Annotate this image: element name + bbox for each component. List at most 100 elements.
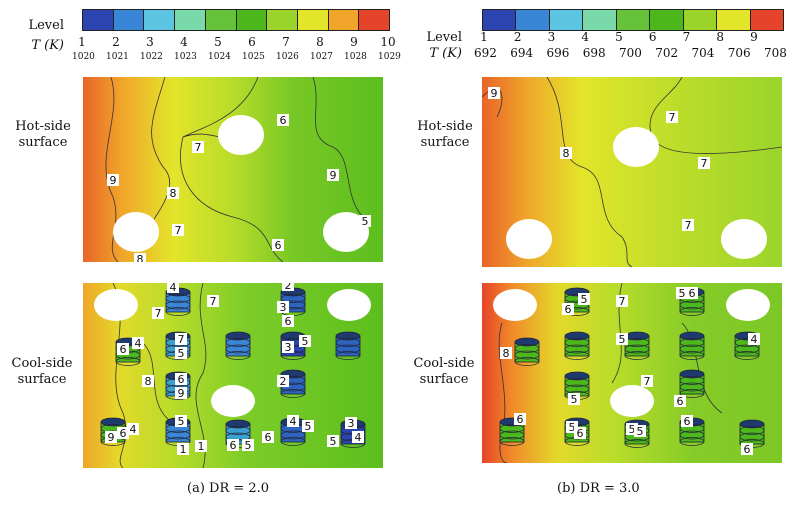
contour-level-tag: 6: [117, 343, 129, 356]
right-colorbar-swatch-7: [683, 10, 718, 30]
svg-text:4: 4: [135, 337, 142, 350]
contour-level-tag: 3: [277, 301, 289, 314]
cooling-cylinder: [514, 337, 540, 366]
contour-level-tag: 8: [134, 253, 146, 262]
svg-text:5: 5: [571, 393, 578, 406]
contour-level-tag: 4: [287, 415, 299, 428]
left-temp-tick: 1028: [344, 52, 367, 62]
svg-text:8: 8: [170, 187, 177, 200]
right-temp-tick: 704: [691, 46, 715, 60]
svg-text:3: 3: [285, 341, 292, 354]
right-colorbar-swatch-5: [616, 10, 651, 30]
svg-text:7: 7: [669, 111, 676, 124]
right-cool-hole-1: [493, 289, 537, 321]
contour-level-tag: 7: [641, 375, 653, 388]
contour-level-tag: 6: [282, 315, 294, 328]
left-temp-ticks: 1020 1021 1022 1023 1024 1025 1026 1027 1028 1029: [72, 51, 401, 64]
contour-level-tag: 5: [616, 333, 628, 346]
right-colorbar-swatch-8: [717, 10, 751, 30]
contour-level-tag: 7: [207, 295, 219, 308]
svg-text:6: 6: [275, 239, 282, 252]
right-temp-tick: 708: [764, 46, 787, 60]
right-level-tick: 5: [615, 30, 623, 44]
svg-text:9: 9: [108, 431, 115, 444]
svg-text:5: 5: [178, 415, 185, 428]
svg-text:5: 5: [178, 347, 185, 360]
contour-level-tag: 4: [167, 283, 179, 294]
svg-text:7: 7: [701, 157, 708, 170]
left-colorbar-swatch-8: [297, 10, 329, 30]
contour-level-tag: 4: [748, 333, 760, 346]
right-temp-ticks: 692 694 696 698 700 702 704 706 708: [474, 46, 787, 60]
left-colorbar-swatch-5: [205, 10, 237, 30]
svg-text:1: 1: [198, 440, 205, 453]
left-temp-tick: 1026: [276, 52, 299, 62]
left-temp-tick: 1029: [378, 52, 401, 62]
contour-level-tag: 5: [327, 435, 339, 448]
contour-level-tag: 2: [282, 283, 294, 292]
svg-text:6: 6: [517, 413, 524, 426]
svg-text:5: 5: [302, 335, 309, 348]
svg-text:6: 6: [744, 443, 751, 456]
left-hot-side-contour: 6 7 9 8 7 9 5 6 8: [83, 77, 383, 262]
svg-text:2: 2: [280, 375, 287, 388]
contour-level-tag: 8: [142, 375, 154, 388]
svg-text:9: 9: [178, 387, 185, 400]
right-cool-hole-2: [726, 289, 770, 321]
svg-text:6: 6: [577, 427, 584, 440]
left-caption: (a) DR = 2.0: [187, 481, 270, 496]
svg-text:6: 6: [565, 303, 572, 316]
svg-text:5: 5: [362, 215, 369, 228]
left-level-tick: 1: [78, 35, 86, 49]
contour-level-tag: 7: [172, 224, 184, 237]
svg-text:7: 7: [644, 375, 651, 388]
right-colorbar-swatch-6: [650, 10, 684, 30]
right-hot-hole-3: [721, 219, 767, 259]
right-colorbar: [482, 9, 784, 31]
contour-level-tag: 7: [616, 295, 628, 308]
left-level-tick: 2: [112, 35, 120, 49]
svg-text:4: 4: [290, 415, 297, 428]
left-level-ticks: 1 2 3 4 5 6 7 8 9 10: [72, 36, 398, 49]
contour-level-tag: 4: [127, 423, 139, 436]
svg-text:4: 4: [751, 333, 758, 346]
contour-level-tag: 8: [167, 187, 179, 200]
contour-level-tag: 4: [132, 337, 144, 350]
contour-level-tag: 9: [327, 169, 339, 182]
contour-level-tag: 5: [676, 287, 688, 300]
contour-level-tag: 9: [175, 387, 187, 400]
svg-text:5: 5: [679, 287, 686, 300]
contour-level-tag: 7: [698, 157, 710, 170]
contour-level-tag: 6: [272, 239, 284, 252]
left-colorbar-swatch-6: [236, 10, 268, 30]
left-cool-hole-1: [94, 289, 138, 321]
svg-text:8: 8: [503, 347, 510, 360]
left-level-tick: 3: [146, 35, 154, 49]
left-hot-side-label: Hot-side surface: [15, 119, 71, 150]
contour-level-tag: 7: [175, 333, 187, 346]
contour-level-tag: 2: [277, 375, 289, 388]
contour-level-tag: 7: [682, 219, 694, 232]
left-temp-tick: 1027: [310, 52, 333, 62]
contour-level-tag: 5: [359, 215, 371, 228]
left-colorbar-swatch-1: [83, 10, 114, 30]
contour-level-tag: 6: [514, 413, 526, 426]
contour-level-tag: 5: [299, 335, 311, 348]
right-temp-tick: 706: [727, 46, 751, 60]
svg-text:5: 5: [245, 439, 252, 452]
svg-text:4: 4: [130, 423, 137, 436]
contour-level-tag: 5: [568, 393, 580, 406]
right-level-tick: 7: [682, 30, 691, 44]
right-temp-tick: 702: [655, 46, 679, 60]
cooling-cylinder: [679, 331, 705, 360]
contour-level-tag: 1: [195, 440, 207, 453]
left-cool-hole-3: [211, 385, 255, 417]
left-temp-tick: 1025: [242, 52, 265, 62]
svg-text:6: 6: [280, 114, 287, 127]
cooling-cylinder: [225, 331, 251, 360]
left-level-tick: 8: [316, 35, 324, 49]
contour-level-tag: 8: [560, 147, 572, 160]
right-level-ticks: 1 2 3 4 5 6 7 8 9: [474, 31, 764, 44]
svg-text:2: 2: [285, 283, 292, 292]
svg-text:8: 8: [563, 147, 570, 160]
